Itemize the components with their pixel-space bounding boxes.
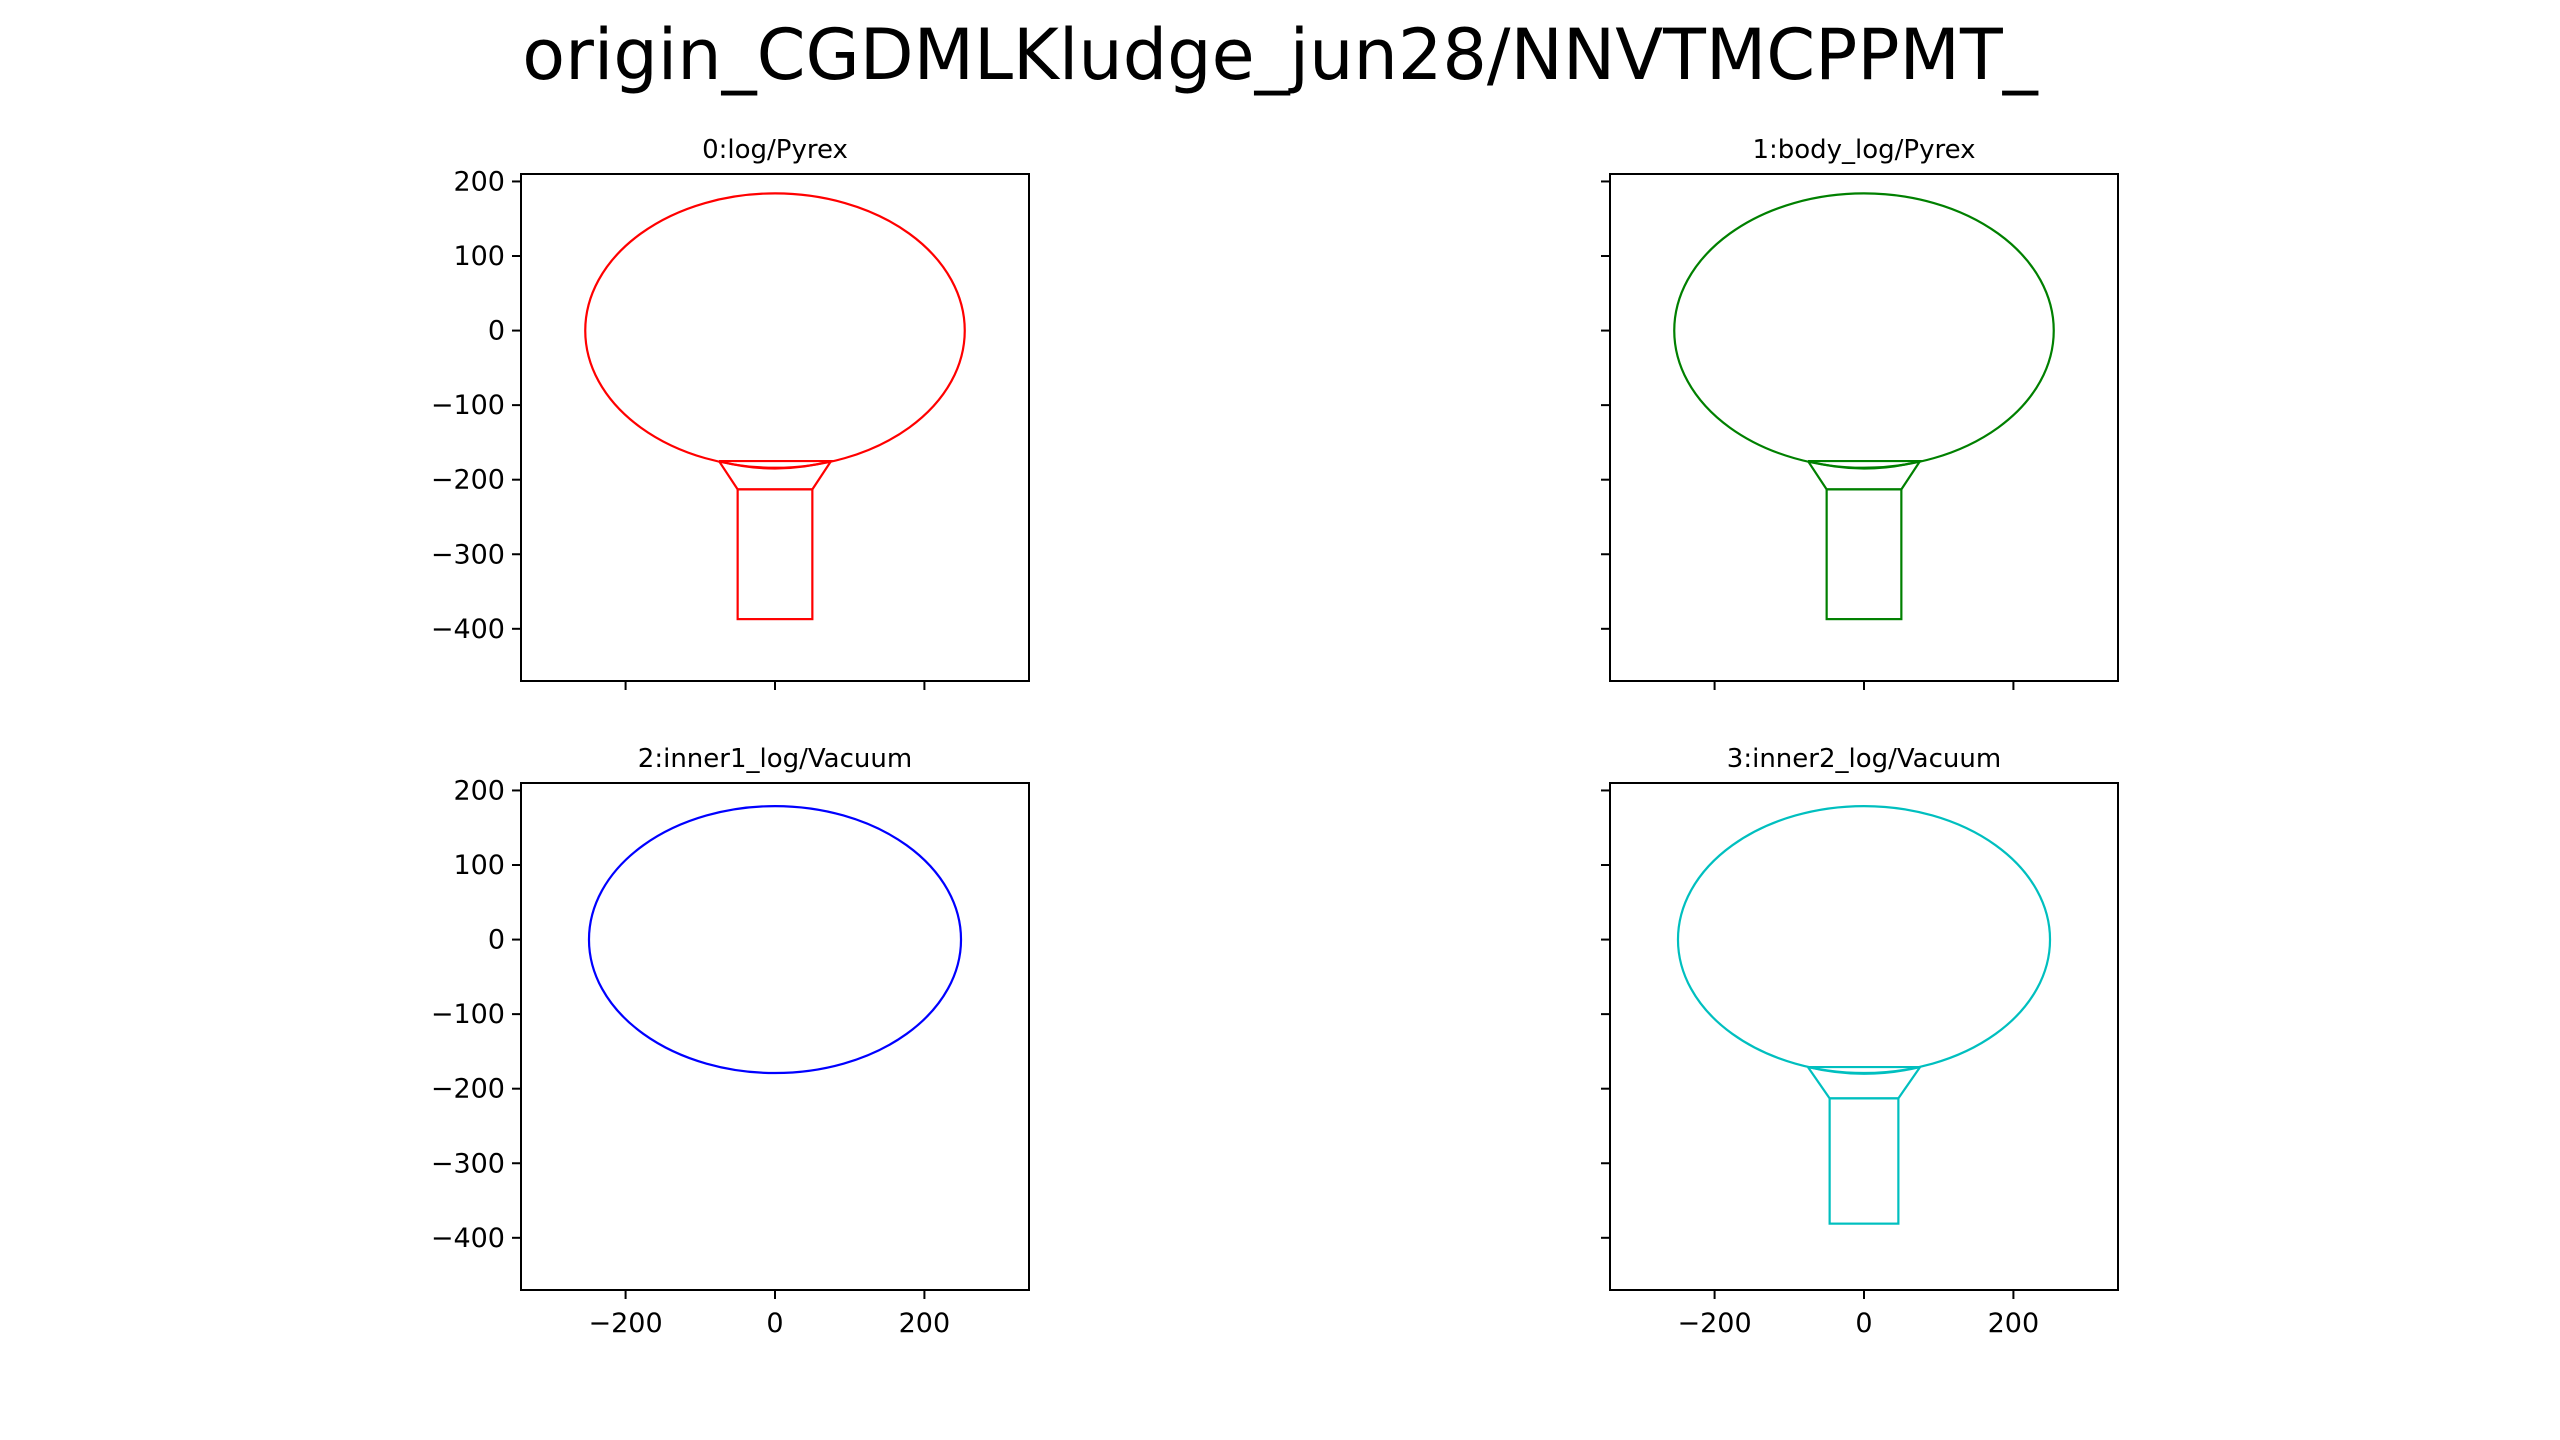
y-tick-label: 0 [488,316,505,347]
bulb-ellipse [1673,192,2055,469]
subplot-0: 0:log/Pyrex 200 100 0 −100 −200 −300 −400 [431,135,1030,690]
y-tick-label: −400 [431,1223,505,1254]
base-rect [736,488,814,621]
bulb-ellipse [1676,805,2052,1075]
neck-arc [1807,1066,1921,1075]
y-tick-label: 200 [453,775,505,806]
subplot-2: 2:inner1_log/Vacuum −200 0 200 200 100 0 −100 −2… [431,744,1030,1339]
x-tick-label: 200 [899,1308,951,1339]
y-tick-label: 0 [488,925,505,956]
neck-arc [718,459,832,470]
axes-frame [520,173,1030,682]
axes-frame [520,782,1030,1291]
y-tick-label: −300 [431,539,505,570]
y-tick-label: 100 [453,850,505,881]
y-tick-label: −400 [431,614,505,645]
plot-area [1676,805,2052,1225]
bulb-ellipse [587,805,963,1075]
axes-frame [1609,782,2119,1291]
subplot-title: 0:log/Pyrex [702,135,848,165]
y-tick-label: 100 [453,241,505,272]
y-tick-label: −200 [431,465,505,496]
plot-area [587,805,963,1075]
x-tick-label: 0 [1855,1308,1872,1339]
subplot-title: 1:body_log/Pyrex [1752,135,1975,165]
x-tick-label: 200 [1988,1308,2040,1339]
subplot-title: 2:inner1_log/Vacuum [638,744,912,774]
y-tick-label: −300 [431,1148,505,1179]
neck-trapezoid [1807,1065,1923,1100]
y-tick-label: 200 [453,166,505,197]
base-rect [1825,488,1903,621]
y-tick-label: −100 [431,390,505,421]
neck-arc [1807,459,1921,470]
plot-area [584,192,966,621]
y-tick-label: −200 [431,1074,505,1105]
base-rect [1828,1097,1900,1225]
y-tick-label: −100 [431,999,505,1030]
x-tick-label: 0 [766,1308,783,1339]
bulb-ellipse [584,192,966,469]
x-tick-label: −200 [589,1308,663,1339]
figure-suptitle: origin_CGDMLKludge_jun28/NNVTMCPPMT_ [522,14,2038,96]
plot-area [1673,192,2055,621]
axes-frame [1609,173,2119,682]
subplot-title: 3:inner2_log/Vacuum [1727,744,2001,774]
subplot-1: 1:body_log/Pyrex [1601,135,2119,690]
x-tick-label: −200 [1678,1308,1752,1339]
subplot-3: 3:inner2_log/Vacuum −200 0 200 [1601,744,2119,1339]
